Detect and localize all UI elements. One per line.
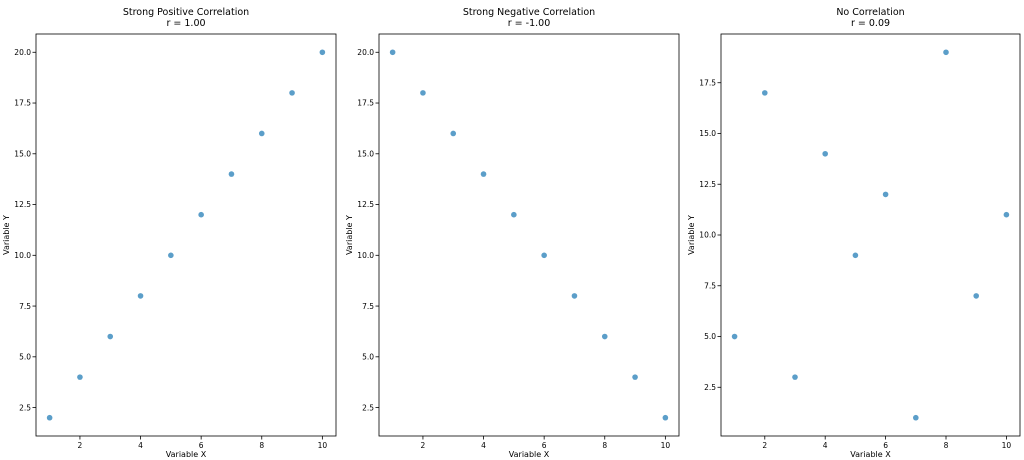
scatter-point	[792, 374, 798, 380]
x-axis-label: Variable X	[850, 450, 891, 459]
x-tick-label: 10	[661, 441, 671, 450]
scatter-point	[319, 49, 326, 56]
x-tick-label: 6	[542, 441, 547, 450]
x-tick-label: 8	[602, 441, 607, 450]
scatter-point	[662, 414, 669, 421]
scatter-point	[450, 130, 457, 137]
x-tick-label: 2	[78, 441, 83, 450]
scatter-point	[852, 252, 859, 259]
scatter-point	[168, 252, 174, 259]
x-tick-label: 2	[762, 441, 767, 450]
y-tick-label: 15.0	[14, 149, 31, 158]
y-tick-label: 2.5	[704, 383, 716, 392]
plot-area-frame	[378, 33, 680, 437]
scatter-point	[943, 49, 949, 56]
x-tick-label: 2	[421, 441, 426, 450]
scatter-point	[228, 171, 235, 177]
y-tick-label: 5.0	[362, 353, 374, 362]
scatter-point	[541, 252, 547, 259]
chart-subtitle: r = 1.00	[166, 18, 205, 29]
scatter-point	[913, 414, 919, 421]
y-tick-label: 7.5	[19, 302, 31, 311]
scatter-point	[480, 171, 487, 177]
y-tick-label: 10.0	[14, 251, 31, 260]
y-tick-label: 10.0	[699, 231, 716, 240]
y-tick-label: 2.5	[19, 403, 31, 412]
x-tick-label: 8	[944, 441, 949, 450]
scatter-point	[77, 374, 83, 380]
x-axis-label: Variable X	[166, 450, 207, 459]
scatter-point	[973, 293, 980, 299]
y-axis-label: Variable Y	[345, 215, 354, 255]
x-tick-label: 10	[1002, 441, 1012, 450]
y-tick-label: 15.0	[699, 129, 716, 138]
x-tick-label: 10	[318, 441, 328, 450]
y-tick-label: 12.5	[14, 200, 31, 209]
chart-subtitle: r = -1.00	[508, 18, 551, 29]
y-tick-label: 12.5	[357, 200, 374, 209]
scatter-point	[1003, 211, 1010, 218]
y-tick-label: 17.5	[14, 99, 31, 108]
y-tick-label: 10.0	[357, 251, 374, 260]
scatter-point	[389, 49, 396, 56]
scatter-point	[289, 90, 295, 96]
chart-subtitle: r = 0.09	[851, 18, 890, 29]
scatter-point	[107, 333, 114, 340]
y-axis-label: Variable Y	[687, 215, 696, 255]
y-tick-label: 12.5	[699, 180, 716, 189]
scatter-point	[198, 211, 204, 218]
x-tick-label: 4	[481, 441, 486, 450]
y-tick-label: 7.5	[704, 281, 716, 290]
y-tick-label: 17.5	[357, 99, 374, 108]
scatter-point	[137, 293, 144, 299]
x-tick-label: 6	[883, 441, 888, 450]
y-tick-label: 15.0	[357, 149, 374, 158]
scatter-point	[511, 211, 517, 218]
x-tick-label: 6	[199, 441, 204, 450]
scatter-point	[822, 150, 828, 157]
y-tick-label: 5.0	[19, 353, 31, 362]
scatter-point	[420, 90, 426, 96]
x-tick-label: 4	[823, 441, 828, 450]
y-tick-label: 17.5	[699, 78, 716, 87]
x-axis-label: Variable X	[509, 450, 550, 459]
scatter-point	[731, 333, 738, 340]
y-tick-label: 20.0	[14, 48, 31, 57]
chart-title: Strong Negative Correlation	[463, 7, 595, 18]
chart-title: No Correlation	[836, 7, 904, 18]
scatter-point	[761, 90, 768, 96]
scatter-point	[632, 374, 638, 380]
chart-title: Strong Positive Correlation	[123, 7, 249, 18]
scatter-point	[46, 414, 53, 421]
x-tick-label: 8	[259, 441, 264, 450]
y-tick-label: 20.0	[357, 48, 374, 57]
scatter-point	[882, 191, 889, 198]
y-tick-label: 7.5	[362, 302, 374, 311]
y-tick-label: 2.5	[362, 403, 374, 412]
y-axis-label: Variable Y	[2, 215, 11, 255]
scatter-point	[601, 333, 608, 340]
scatter-point	[258, 130, 265, 137]
y-tick-label: 5.0	[704, 332, 716, 341]
plot-area-frame	[35, 33, 337, 437]
scatter-point	[571, 293, 578, 299]
x-tick-label: 4	[138, 441, 143, 450]
